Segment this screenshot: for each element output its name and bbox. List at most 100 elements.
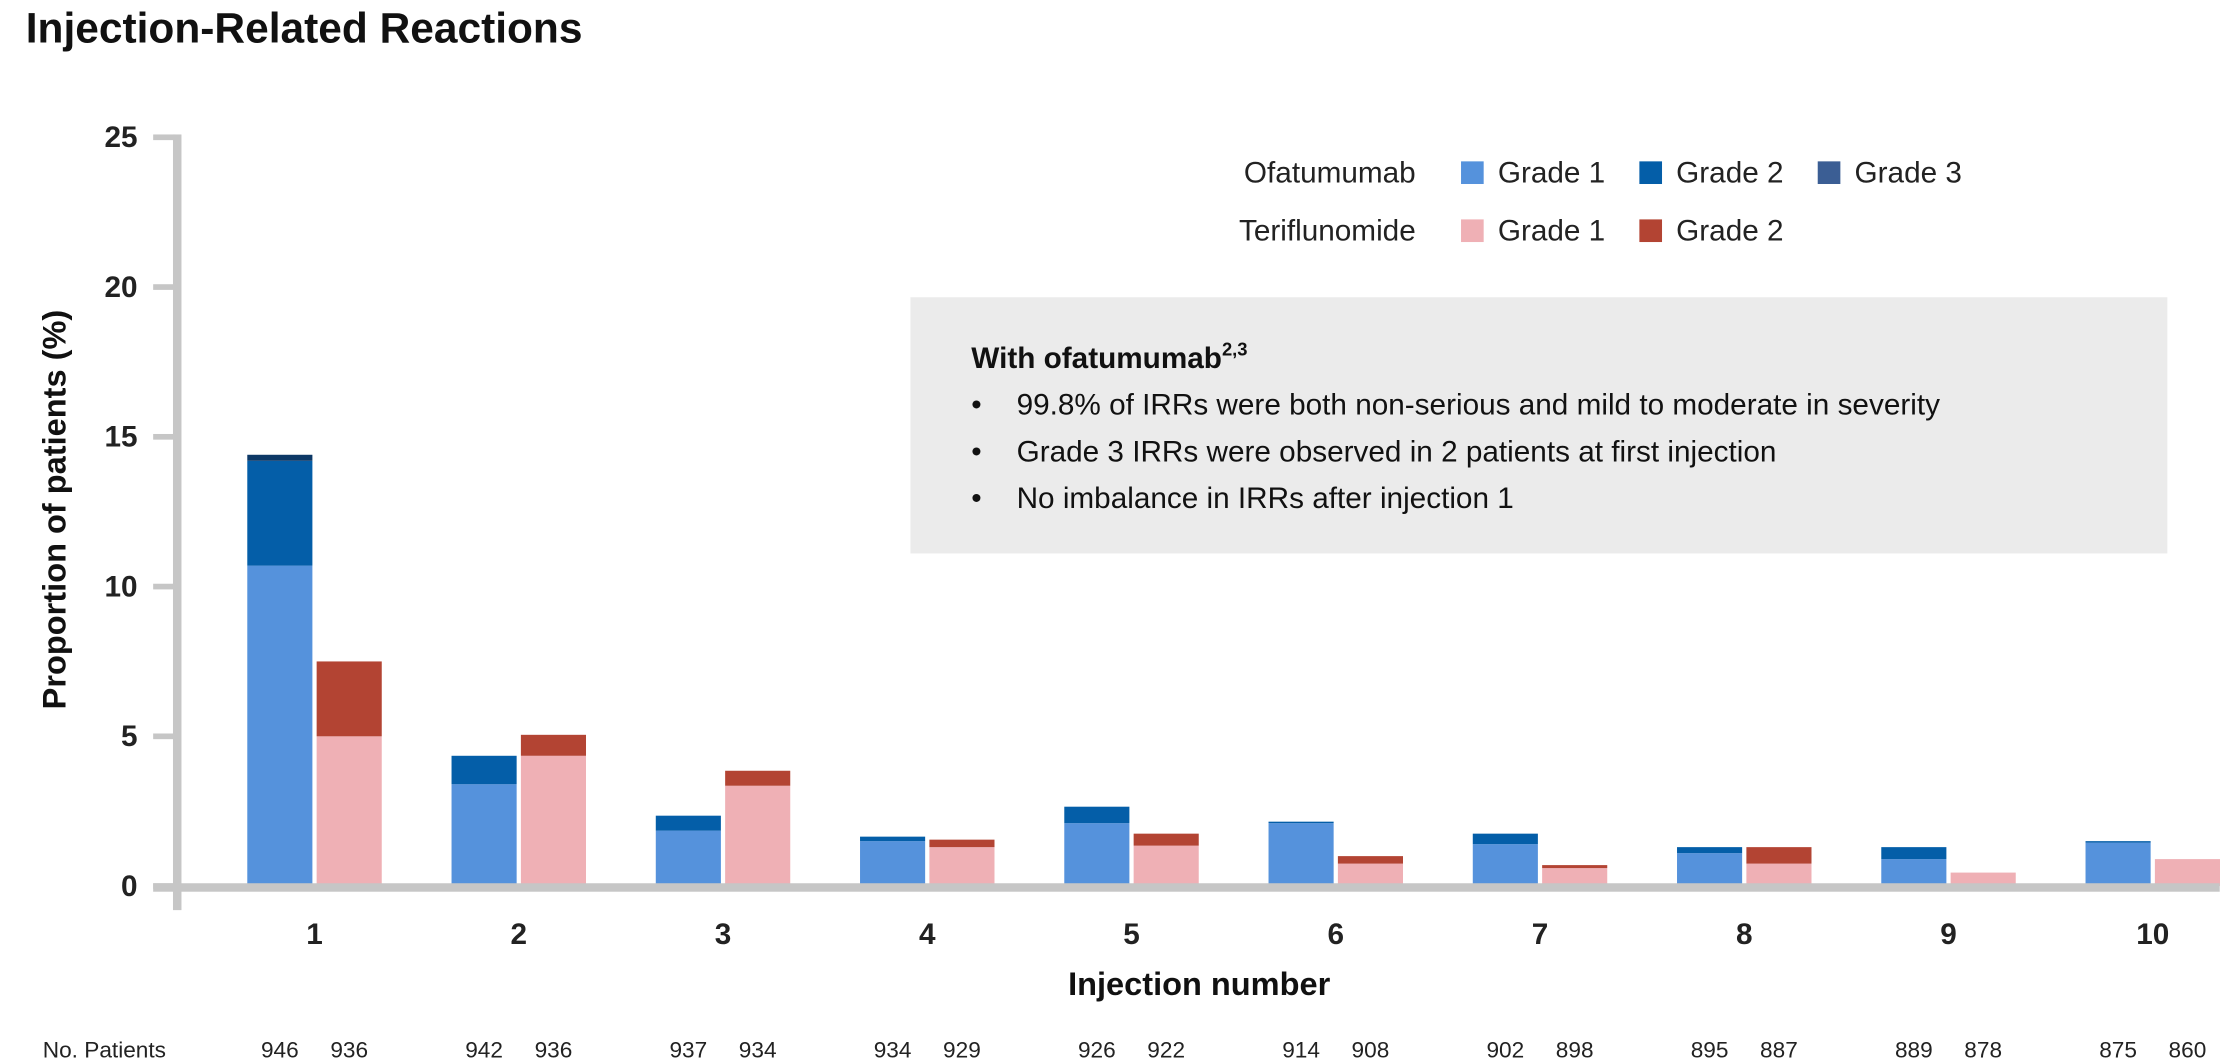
legend-swatch-ofa-grade2 (1639, 161, 1663, 185)
y-tick-label: 20 (105, 271, 138, 304)
bar-teriflunomide-grade2-inj3 (725, 770, 791, 786)
bar-ofatumumab-grade2-inj2 (451, 755, 517, 785)
annotation-heading-superscript: 2,3 (1222, 338, 1248, 359)
no-patients-teriflunomide-inj5: 922 (1147, 1037, 1185, 1062)
bar-teriflunomide-grade2-inj6 (1337, 856, 1403, 864)
no-patients-teriflunomide-inj9: 878 (1964, 1037, 2002, 1062)
bar-teriflunomide-grade1-inj8 (1746, 863, 1812, 887)
no-patients-teriflunomide-inj4: 929 (943, 1037, 981, 1062)
x-tick-label: 1 (306, 918, 323, 951)
no-patients-teriflunomide-inj7: 898 (1556, 1037, 1594, 1062)
legend-group-ofatumumab: Ofatumumab (1244, 157, 1416, 190)
y-tick-mark (153, 134, 176, 141)
legend-label-ofa-grade3: Grade 3 (1855, 157, 1962, 190)
bar-ofatumumab-grade1-inj3 (655, 830, 721, 887)
x-tick-label: 3 (715, 918, 732, 951)
annotation-heading-text: With ofatumumab (971, 342, 1222, 375)
no-patients-ofatumumab-inj3: 937 (669, 1037, 707, 1062)
no-patients-teriflunomide-inj3: 934 (739, 1037, 777, 1062)
y-tick-label: 15 (105, 421, 138, 454)
legend-group-teriflunomide: Teriflunomide (1239, 215, 1416, 248)
bar-ofatumumab-grade1-inj5 (1064, 823, 1130, 887)
no-patients-ofatumumab-inj8: 895 (1691, 1037, 1729, 1062)
bar-ofatumumab-grade3-inj1 (247, 454, 313, 461)
annotation-background (910, 297, 2168, 554)
bar-ofatumumab-grade1-inj7 (1472, 844, 1538, 887)
legend-label-teri-grade1: Grade 1 (1498, 215, 1605, 248)
x-tick-labels: 1 2 3 4 5 6 7 8 9 10 (306, 918, 2169, 951)
x-tick-label: 5 (1123, 918, 1140, 951)
bars (247, 454, 2220, 887)
bar-teriflunomide-grade1-inj7 (1542, 868, 1608, 887)
no-patients-ofatumumab-inj4: 934 (874, 1037, 912, 1062)
x-tick-label: 6 (1327, 918, 1344, 951)
bar-ofatumumab-grade2-inj9 (1881, 847, 1947, 860)
bar-teriflunomide-grade2-inj7 (1542, 865, 1608, 869)
no-patients-label: No. Patients (43, 1037, 166, 1062)
no-patients-row: 946 936 942 936 937 934 934 929 926 922 914 908 902 8… (261, 1037, 2206, 1062)
y-tick-mark (153, 733, 176, 740)
bullet-1-marker: • (971, 389, 981, 422)
bar-teriflunomide-grade1-inj2 (520, 755, 587, 887)
bar-ofatumumab-grade2-inj1 (247, 460, 313, 566)
bar-teriflunomide-grade1-inj9 (1950, 872, 2016, 887)
bar-teriflunomide-grade1-inj3 (725, 785, 791, 887)
bullet-3-marker: • (971, 482, 981, 515)
annotation-heading: With ofatumumab2,3 (971, 338, 1247, 375)
bar-ofatumumab-grade1-inj1 (247, 565, 313, 887)
y-tick-label: 5 (121, 720, 138, 753)
bar-ofatumumab-grade1-inj6 (1268, 823, 1334, 887)
bullet-2-marker: • (971, 435, 981, 468)
bar-ofatumumab-grade2-inj5 (1064, 806, 1130, 824)
legend-swatch-ofa-grade1 (1461, 161, 1484, 185)
bar-teriflunomide-grade1-inj6 (1337, 863, 1403, 887)
legend-label-ofa-grade2: Grade 2 (1676, 157, 1783, 190)
x-axis-label: Injection number (1068, 966, 1331, 1002)
y-tick-label: 0 (121, 870, 138, 903)
no-patients-ofatumumab-inj10: 875 (2099, 1037, 2137, 1062)
bar-teriflunomide-grade2-inj1 (316, 661, 382, 737)
x-tick-label: 10 (2136, 918, 2169, 951)
bar-ofatumumab-grade2-inj8 (1677, 847, 1743, 854)
no-patients-ofatumumab-inj6: 914 (1282, 1037, 1320, 1062)
legend-swatch-teri-grade1 (1461, 219, 1484, 243)
x-tick-label: 9 (1940, 918, 1957, 951)
no-patients-teriflunomide-inj10: 860 (2169, 1037, 2207, 1062)
annotation-bullet-2: Grade 3 IRRs were observed in 2 patients… (1017, 435, 1777, 468)
y-tick-label: 25 (105, 121, 138, 154)
legend-swatch-teri-grade2 (1639, 219, 1663, 243)
y-axis: 0 5 10 15 20 25 (105, 121, 182, 911)
bar-ofatumumab-grade2-inj10 (2085, 841, 2151, 843)
chart-title: Injection-Related Reactions (26, 4, 583, 51)
y-tick-mark (153, 284, 176, 290)
bar-ofatumumab-grade2-inj3 (655, 815, 721, 831)
bar-ofatumumab-grade1-inj9 (1881, 859, 1947, 887)
no-patients-ofatumumab-inj1: 946 (261, 1037, 299, 1062)
bar-ofatumumab-grade1-inj4 (860, 841, 926, 887)
no-patients-teriflunomide-inj1: 936 (330, 1037, 368, 1062)
bar-teriflunomide-grade2-inj2 (520, 734, 587, 756)
y-axis-label: Proportion of patients (%) (36, 310, 72, 710)
no-patients-ofatumumab-inj2: 942 (465, 1037, 503, 1062)
legend-label-teri-grade2: Grade 2 (1676, 215, 1783, 248)
bar-teriflunomide-grade1-inj5 (1133, 845, 1199, 887)
x-tick-label: 8 (1736, 918, 1753, 951)
bar-ofatumumab-grade2-inj7 (1472, 833, 1538, 845)
bar-ofatumumab-grade1-inj2 (451, 784, 517, 887)
no-patients-teriflunomide-inj6: 908 (1352, 1037, 1390, 1062)
x-axis-line (153, 883, 2220, 892)
x-tick-label: 4 (919, 918, 936, 951)
bar-teriflunomide-grade1-inj1 (316, 736, 382, 887)
legend-swatch-ofa-grade3 (1817, 161, 1841, 185)
legend: Ofatumumab Grade 1 Grade 2 Grade 3 Terif… (1239, 157, 1962, 248)
bar-teriflunomide-grade1-inj10 (2154, 859, 2220, 887)
no-patients-ofatumumab-inj5: 926 (1078, 1037, 1116, 1062)
bar-ofatumumab-grade2-inj4 (860, 836, 926, 842)
bar-teriflunomide-grade2-inj8 (1746, 847, 1812, 864)
annotation-bullet-3: No imbalance in IRRs after injection 1 (1017, 482, 1514, 515)
annotation-bullet-1: 99.8% of IRRs were both non-serious and … (1017, 389, 1941, 422)
bar-ofatumumab-grade1-inj8 (1677, 853, 1743, 887)
y-tick-label: 10 (105, 570, 138, 603)
bar-ofatumumab-grade1-inj10 (2085, 842, 2151, 887)
